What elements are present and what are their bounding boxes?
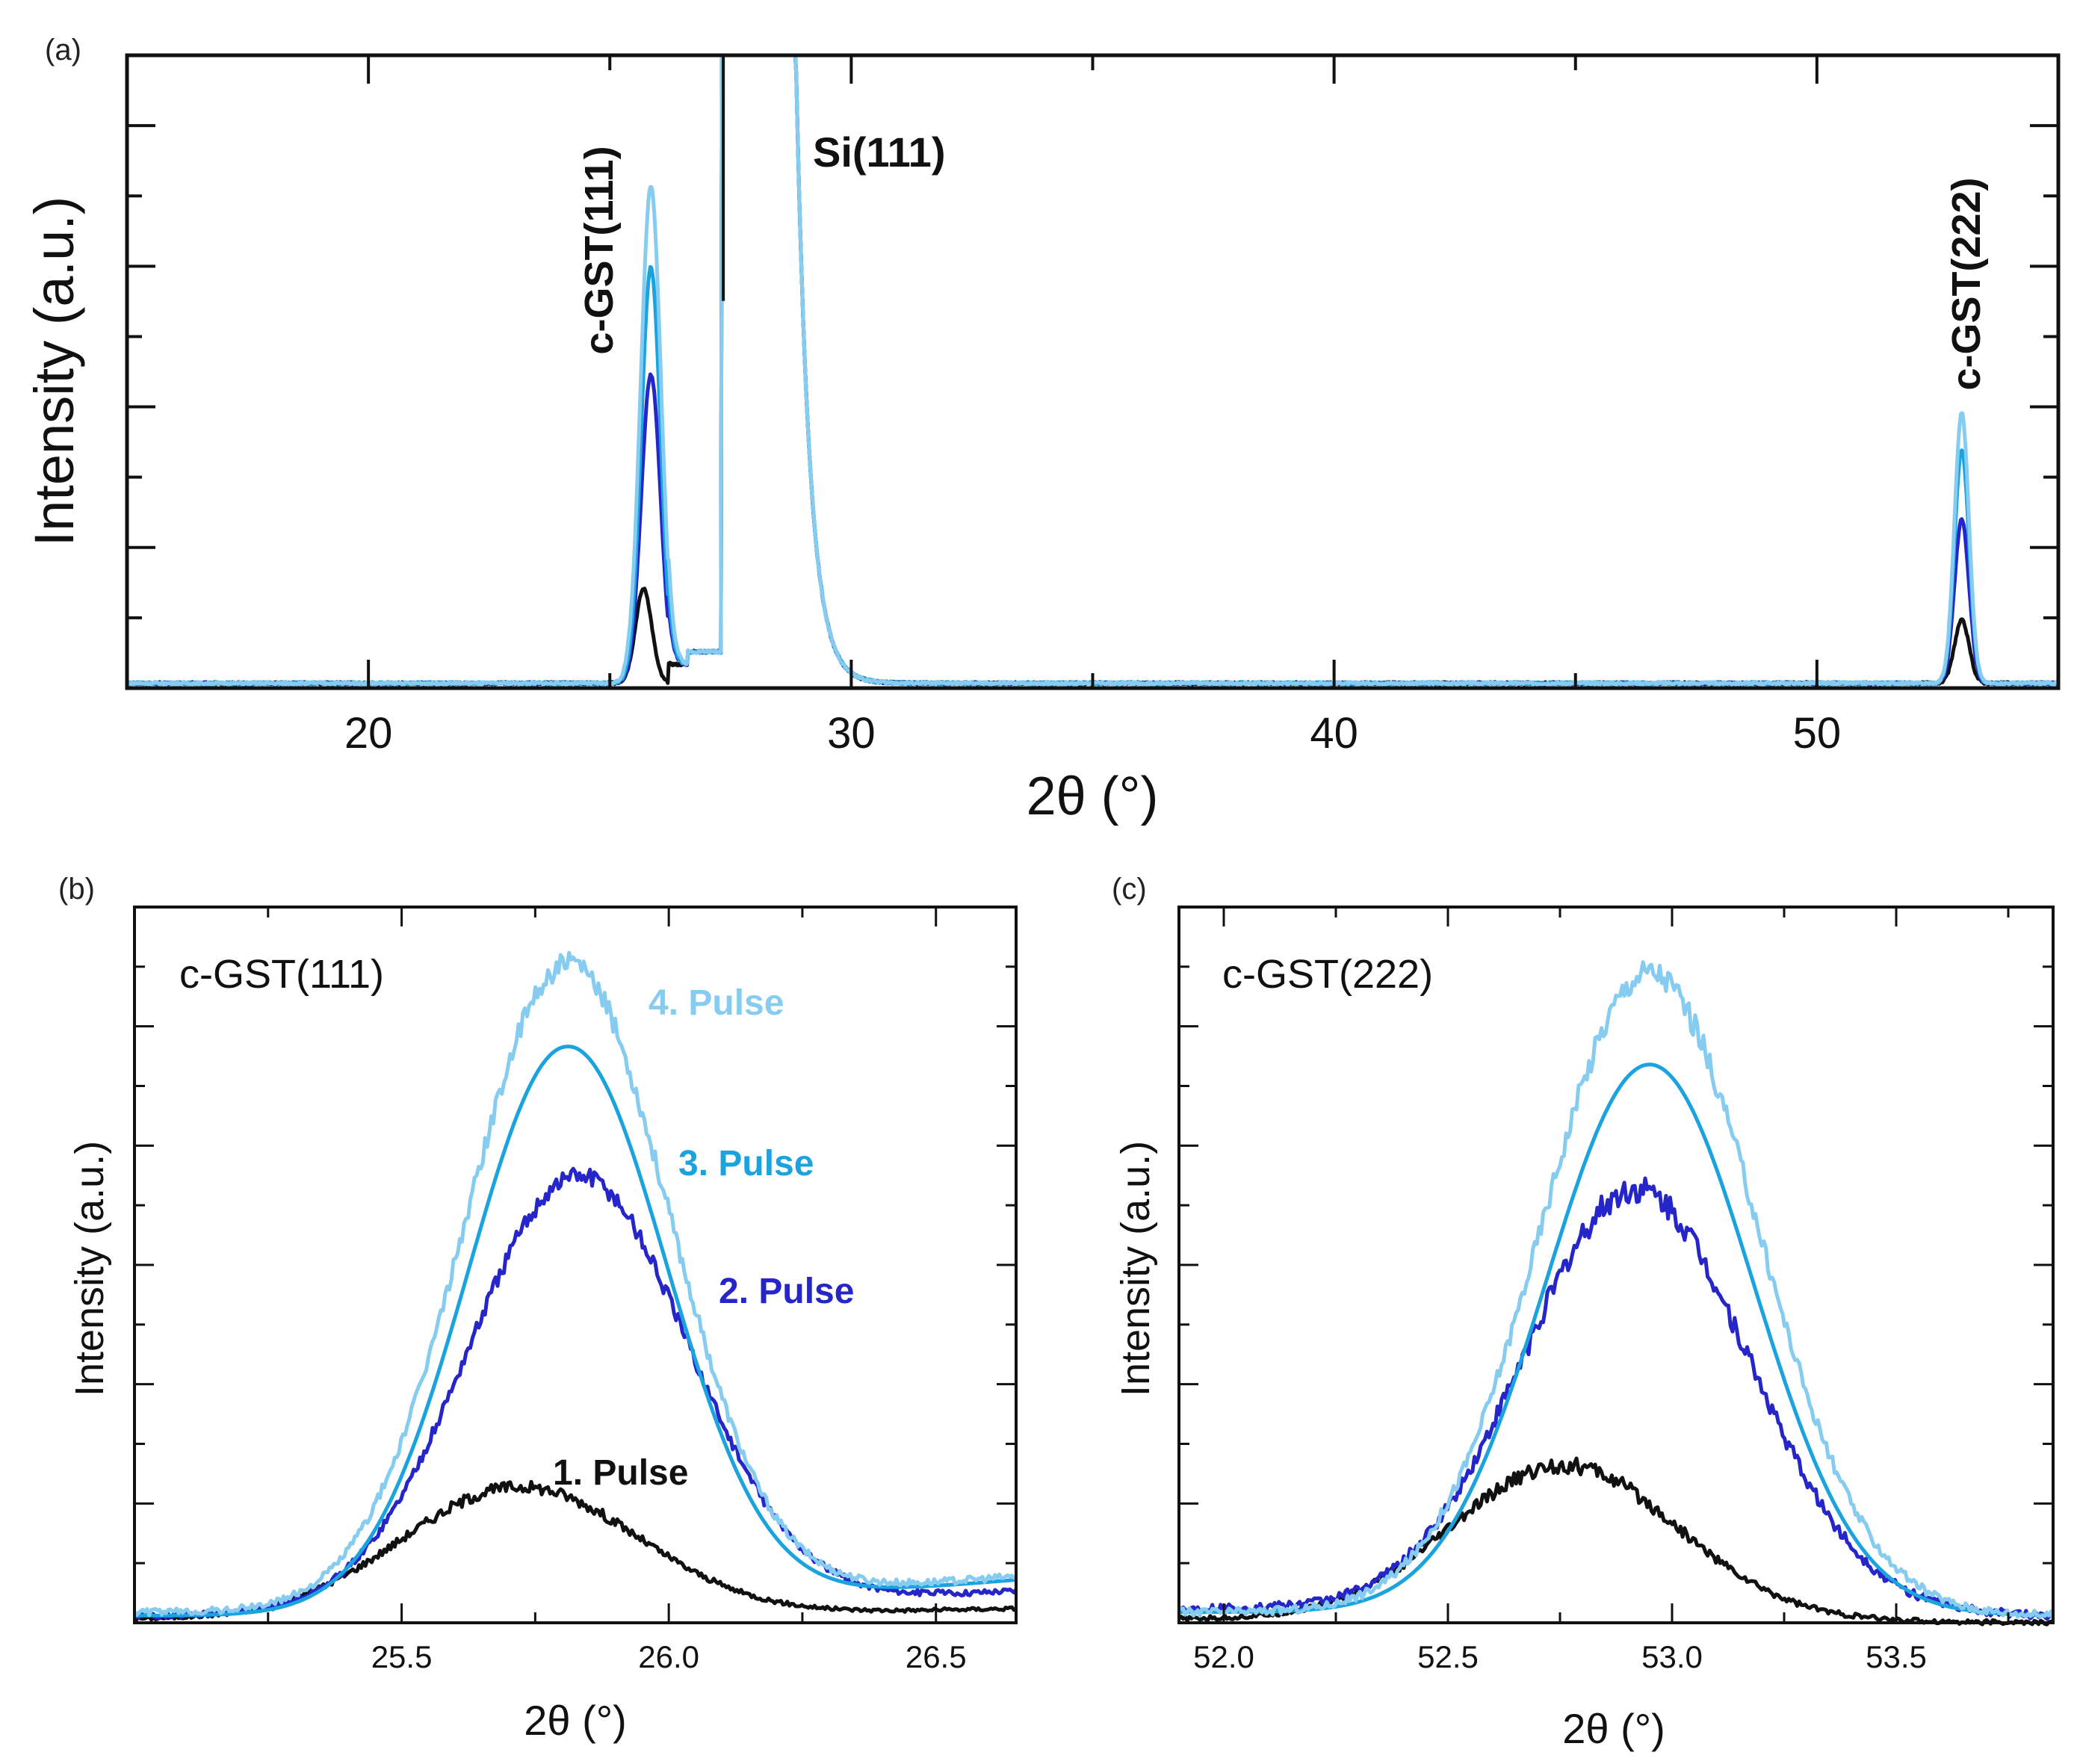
x-tick-label: 26.0 bbox=[638, 1639, 699, 1674]
panel-c-series-group bbox=[1177, 960, 2055, 1627]
panel-b-series-group bbox=[132, 950, 1018, 1622]
panel-a: (a) 20 30 40 50 2θ (°) Intensity (a.u.) c-G… bbox=[23, 34, 2061, 826]
panel-c-xlabel: 2θ (°) bbox=[1562, 1705, 1665, 1752]
panel-a-ticks: 20 30 40 50 bbox=[126, 55, 2060, 758]
panel-c-series-2-pulse bbox=[1177, 1176, 2055, 1621]
panel-c: (c) 52.0 52.5 53.0 53.5 2θ (°) Intensity (a… bbox=[1112, 873, 2055, 1752]
legend-3-pulse: 3. Pulse bbox=[678, 1144, 814, 1183]
x-tick-label: 53.5 bbox=[1866, 1639, 1927, 1674]
panel-b-inset-label: c-GST(111) bbox=[179, 952, 384, 997]
panel-b-xlabel: 2θ (°) bbox=[524, 1697, 627, 1744]
panel-a-xlabel: 2θ (°) bbox=[1027, 767, 1159, 826]
panel-c-inset-label: c-GST(222) bbox=[1222, 952, 1433, 997]
peak-label-si111: Si(111) bbox=[813, 129, 945, 176]
x-tick-label: 52.0 bbox=[1193, 1639, 1254, 1674]
x-tick-label: 25.5 bbox=[371, 1639, 433, 1674]
panel-a-series-line bbox=[126, 53, 2060, 687]
x-tick-label: 50 bbox=[1793, 709, 1842, 758]
panel-a-letter: (a) bbox=[45, 34, 81, 66]
panel-b-ylabel: Intensity (a.u.) bbox=[67, 1141, 112, 1396]
x-tick-label: 52.5 bbox=[1417, 1639, 1479, 1674]
panel-a-frame bbox=[125, 53, 2061, 690]
panel-c-ticks: 52.0 52.5 53.0 53.5 bbox=[1179, 907, 2053, 1674]
peak-label-gst111: c-GST(111) bbox=[577, 146, 622, 354]
panel-c-frame bbox=[1177, 906, 2055, 1624]
panel-a-series-line bbox=[126, 53, 2060, 687]
legend-2-pulse: 2. Pulse bbox=[719, 1272, 854, 1311]
panel-a-series-line bbox=[125, 53, 2060, 687]
panel-b-series-1-pulse bbox=[134, 1479, 1017, 1622]
panel-b-ticks: 25.5 26.0 26.5 bbox=[133, 907, 1016, 1674]
x-tick-label: 40 bbox=[1310, 709, 1358, 758]
panel-a-ylabel: Intensity (a.u.) bbox=[23, 196, 85, 547]
x-tick-label: 53.0 bbox=[1641, 1639, 1703, 1674]
panel-b-letter: (b) bbox=[58, 873, 95, 906]
panel-a-series-line bbox=[126, 53, 2060, 687]
panel-b-series-2-pulse bbox=[134, 1166, 1018, 1621]
panel-c-ylabel: Intensity (a.u.) bbox=[1113, 1141, 1158, 1396]
panel-b-frame bbox=[133, 906, 1018, 1624]
x-tick-label: 20 bbox=[344, 709, 393, 758]
x-tick-label: 30 bbox=[827, 709, 876, 758]
panel-a-series-group bbox=[125, 53, 2060, 687]
peak-label-gst222: c-GST(222) bbox=[1944, 177, 1989, 390]
panel-c-series-4-pulse bbox=[1178, 960, 2055, 1620]
legend-1-pulse: 1. Pulse bbox=[553, 1453, 688, 1493]
panel-c-letter: (c) bbox=[1112, 873, 1147, 906]
panel-b-series-3-pulse bbox=[134, 1045, 1017, 1618]
panel-b-series-4-pulse bbox=[132, 950, 1018, 1618]
panel-c-series-3-pulse bbox=[1179, 1062, 2054, 1618]
legend-4-pulse: 4. Pulse bbox=[649, 983, 784, 1023]
x-tick-label: 26.5 bbox=[906, 1639, 967, 1674]
panel-b: (b) 25.5 26.0 26.5 2θ (°) Intensity (a.u.)… bbox=[58, 873, 1018, 1744]
